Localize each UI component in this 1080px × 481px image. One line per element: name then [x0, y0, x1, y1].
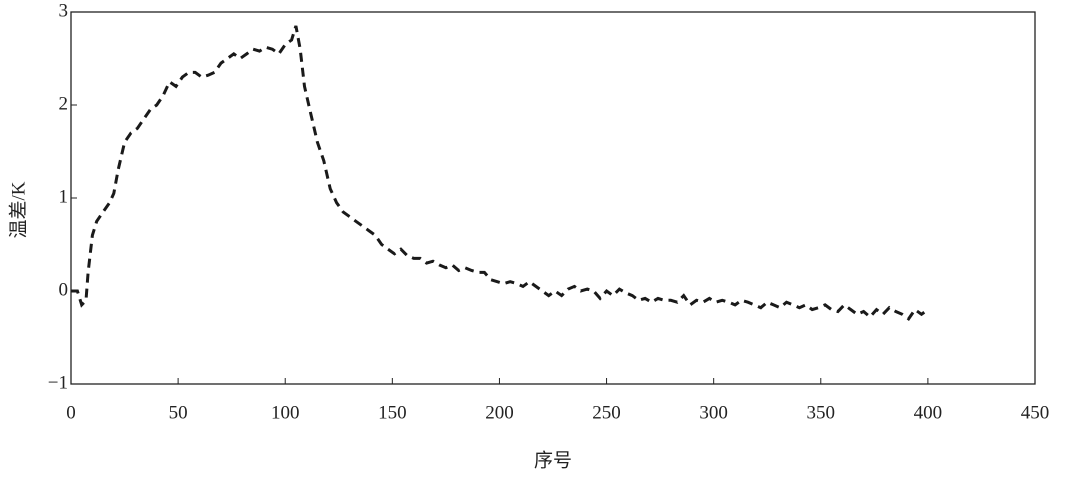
- x-tick-label: 50: [169, 402, 188, 423]
- x-tick-label: 350: [807, 402, 836, 423]
- x-tick-label: 450: [1021, 402, 1050, 423]
- y-tick-label: 0: [59, 279, 69, 300]
- y-tick-label: −1: [48, 372, 68, 393]
- x-tick-label: 300: [699, 402, 728, 423]
- y-tick-label: 2: [59, 93, 69, 114]
- data-line: [71, 25, 929, 322]
- plot-frame: [70, 11, 1036, 385]
- x-tick-label: 200: [485, 402, 514, 423]
- x-tick-label: 0: [66, 402, 76, 423]
- x-axis-label: 序号: [534, 449, 572, 471]
- x-tick-label: 400: [914, 402, 943, 423]
- x-tick-label: 150: [378, 402, 407, 423]
- x-tick-label: 100: [271, 402, 300, 423]
- y-tick-label: 3: [59, 0, 69, 21]
- y-axis-label: 温差/K: [7, 181, 29, 238]
- y-tick-label: 1: [59, 186, 69, 207]
- x-tick-label: 250: [592, 402, 621, 423]
